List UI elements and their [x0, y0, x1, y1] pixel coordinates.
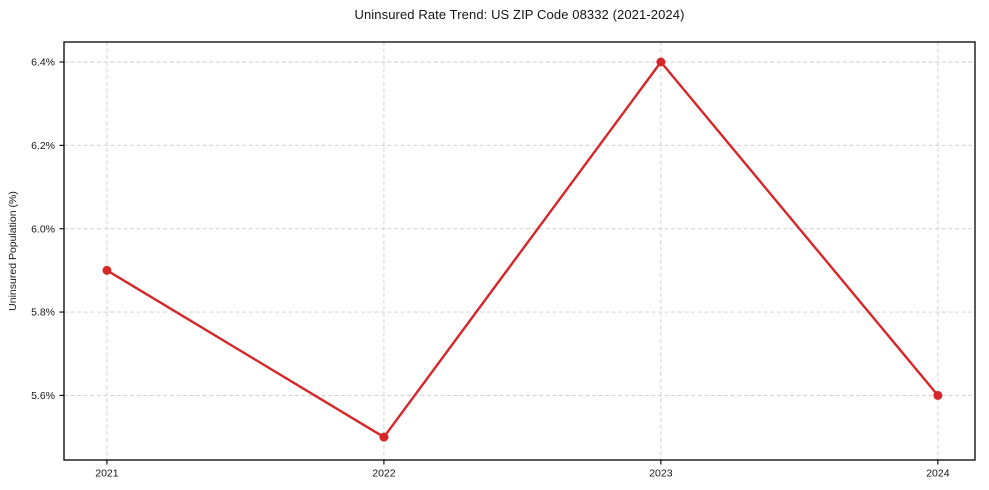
y-tick-label: 6.4%	[31, 57, 55, 69]
data-point-2024	[933, 390, 943, 400]
y-tick-label: 6.0%	[31, 223, 55, 235]
y-tick-label: 5.6%	[31, 390, 55, 402]
data-point-2021	[102, 265, 112, 275]
axes-spines	[63, 41, 976, 461]
y-tick-label: 5.8%	[31, 307, 55, 319]
x-tick-label: 2024	[926, 468, 950, 480]
y-tick-label: 6.2%	[31, 140, 55, 152]
data-point-2022	[379, 432, 389, 442]
chart-title: Uninsured Rate Trend: US ZIP Code 08332 …	[354, 7, 685, 22]
trend-line	[105, 60, 940, 439]
x-tick-label: 2023	[649, 468, 673, 480]
x-tick-label: 2021	[95, 468, 119, 480]
x-tick-label: 2022	[372, 468, 396, 480]
data-point-2023	[656, 57, 666, 67]
